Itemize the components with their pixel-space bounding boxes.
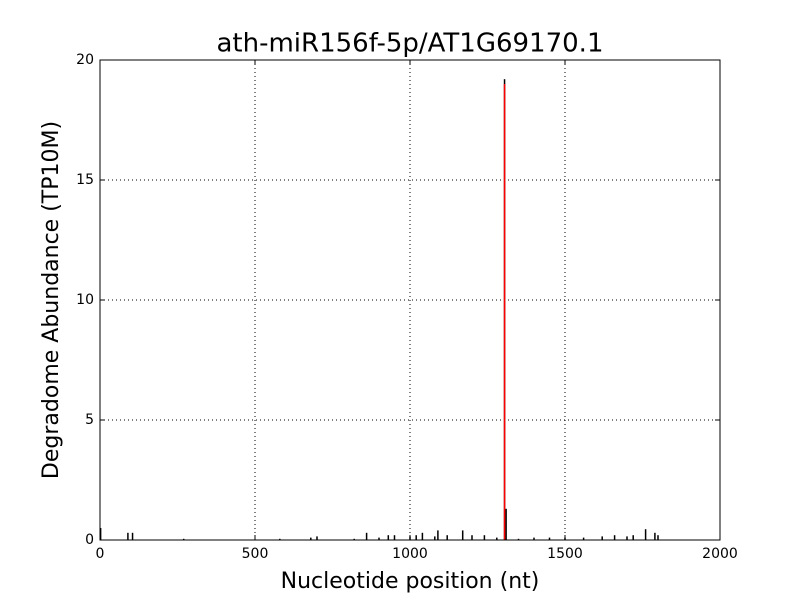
bar <box>613 535 616 540</box>
x-tick-label: 1500 <box>547 546 583 562</box>
y-tick-label: 5 <box>85 412 94 428</box>
bar <box>644 529 647 540</box>
bar <box>471 535 473 540</box>
bar <box>626 536 628 540</box>
chart-title: ath-miR156f-5p/AT1G69170.1 <box>216 29 603 59</box>
bar <box>517 538 520 540</box>
x-tick-label: 1000 <box>392 546 428 562</box>
x-tick-label: 0 <box>96 546 105 562</box>
bar <box>582 537 585 540</box>
bar <box>421 532 424 540</box>
bar <box>483 535 486 540</box>
bar <box>437 530 439 540</box>
y-tick-label: 15 <box>76 172 94 188</box>
bar <box>279 538 281 540</box>
bar <box>365 532 368 540</box>
bar <box>387 535 390 540</box>
x-axis-label: Nucleotide position (nt) <box>281 569 540 594</box>
y-axis-label: Degradome Abundance (TP10M) <box>39 121 64 479</box>
bar <box>182 538 185 540</box>
bar <box>99 528 102 540</box>
bar <box>353 538 355 540</box>
bar <box>127 532 129 540</box>
bar <box>533 537 535 540</box>
y-tick-label: 0 <box>85 532 94 548</box>
bar <box>632 535 634 540</box>
bar <box>601 536 603 540</box>
bar <box>316 536 318 540</box>
bar <box>496 537 498 540</box>
y-tick-label: 20 <box>76 52 94 68</box>
bar <box>434 536 436 540</box>
bar <box>415 535 417 540</box>
bar <box>409 536 411 540</box>
bar <box>657 535 659 540</box>
bar <box>505 508 507 540</box>
bar <box>503 84 506 540</box>
bar <box>564 537 566 540</box>
bar <box>131 532 134 540</box>
x-tick-label: 500 <box>242 546 269 562</box>
bar <box>461 530 464 540</box>
bar <box>654 532 656 540</box>
bar <box>548 537 551 540</box>
plot-frame <box>99 59 721 541</box>
bar <box>378 537 380 540</box>
x-tick-label: 2000 <box>702 546 738 562</box>
bar <box>310 537 312 540</box>
y-tick-label: 10 <box>76 292 94 308</box>
bar <box>393 535 396 540</box>
bar <box>446 535 448 540</box>
